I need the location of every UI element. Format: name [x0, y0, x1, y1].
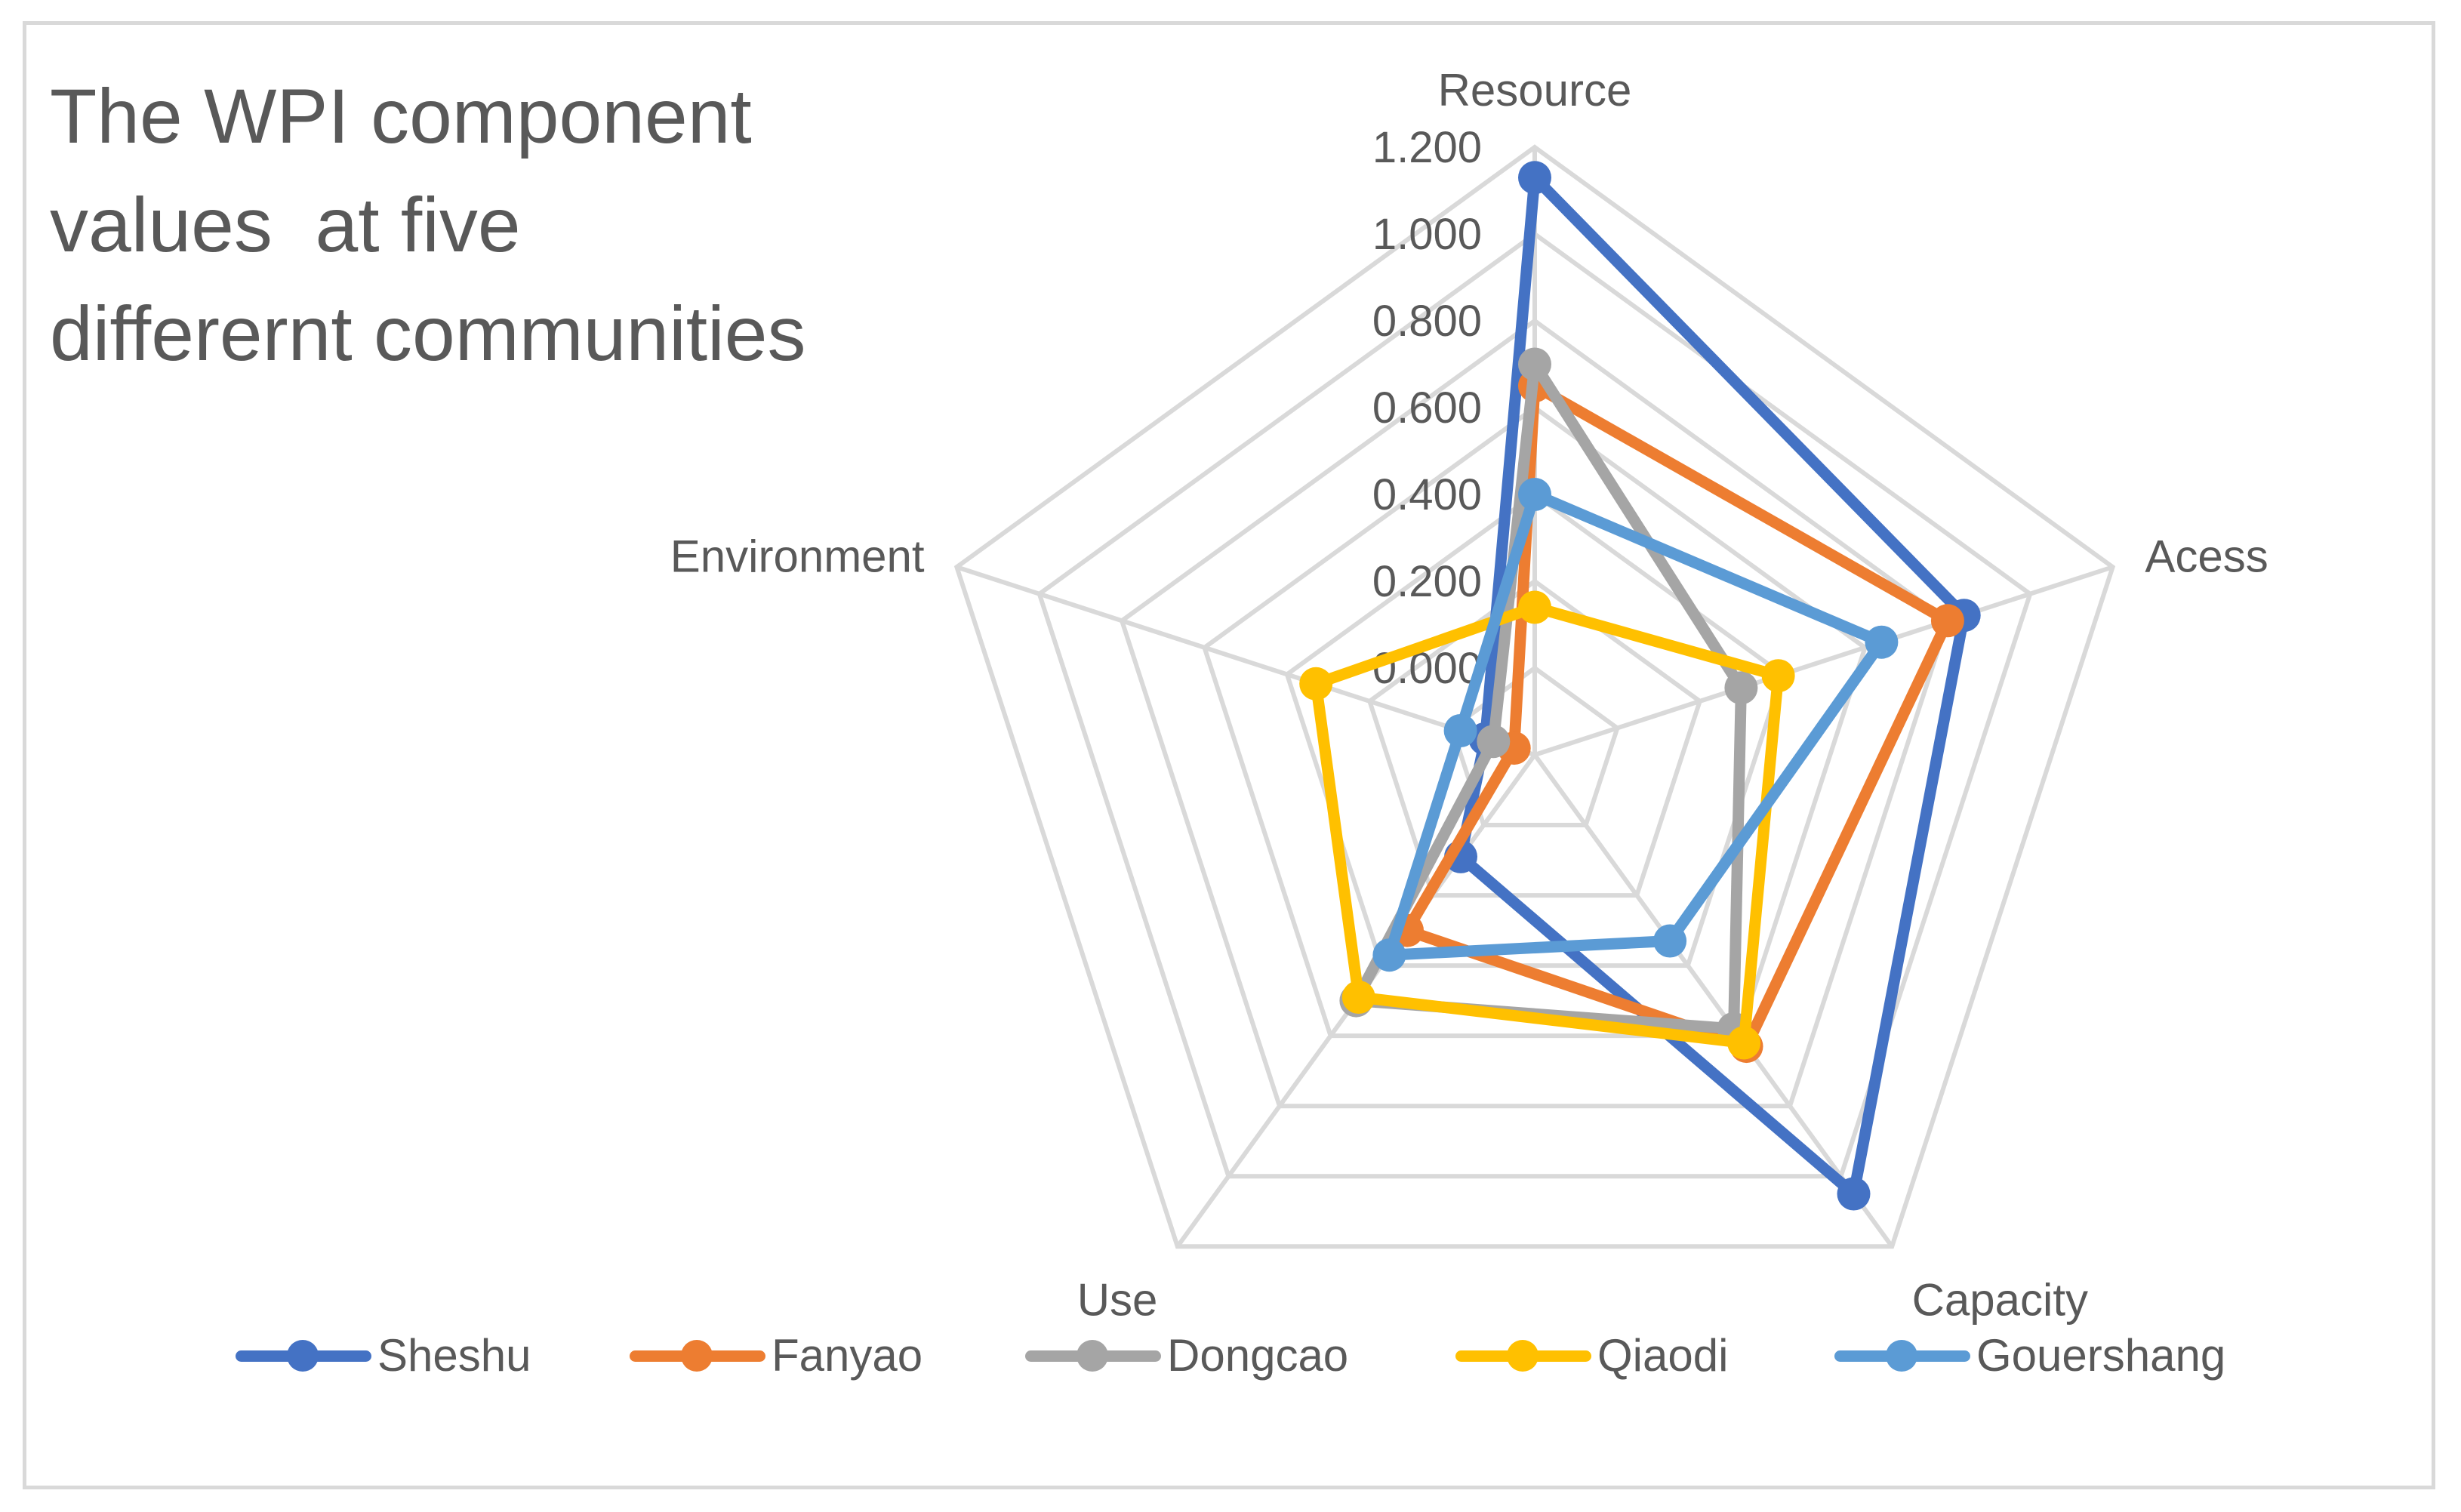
- radar-grid: [953, 144, 2116, 1249]
- point-dongcao-environment: [1477, 725, 1511, 759]
- category-label-use: Use: [1077, 1275, 1158, 1326]
- spoke-4: [956, 565, 1535, 757]
- spoke-2: [1532, 753, 1894, 1249]
- series-qiaodi: [1299, 590, 1795, 1060]
- point-gouershang-use: [1372, 938, 1406, 972]
- spoke-1: [1534, 565, 2114, 757]
- legend-item-fanyao: Fanyao: [630, 1310, 922, 1400]
- legend-item-gouershang: Gouershang: [1834, 1310, 2225, 1400]
- series-line-gouershang: [1383, 488, 1887, 961]
- series-line-fanyao: [1401, 380, 1954, 1052]
- point-dongcao-resource: [1518, 347, 1551, 381]
- legend-label-gouershang: Gouershang: [1976, 1329, 2226, 1381]
- category-label-resource: Resource: [1438, 65, 1632, 115]
- legend-label-qiaodi: Qiaodi: [1597, 1329, 1729, 1381]
- series-line-qiaodi: [1310, 602, 1785, 1049]
- tick-label-3: 0.600: [1372, 383, 1482, 433]
- point-gouershang-environment: [1443, 714, 1477, 747]
- category-label-environment: Environment: [670, 531, 925, 581]
- series-layer: [1299, 161, 1981, 1211]
- point-gouershang-capacity: [1653, 924, 1687, 958]
- chart-title-line-2: values at five: [50, 182, 521, 268]
- point-qiaodi-resource: [1518, 590, 1551, 624]
- tick-label-0: 0.000: [1372, 644, 1482, 693]
- chart-legend: Sheshu Fanyao Dongcao Qiaodi Gouershang: [0, 1310, 2461, 1400]
- point-qiaodi-capacity: [1727, 1026, 1761, 1060]
- tick-label-6: 1.200: [1372, 123, 1482, 172]
- tick-label-4: 0.800: [1372, 297, 1482, 346]
- category-labels: Resource Acess Capacity Use Environment: [670, 65, 2268, 1326]
- legend-label-dongcao: Dongcao: [1167, 1329, 1349, 1381]
- point-qiaodi-environment: [1299, 667, 1333, 701]
- tick-label-5: 1.000: [1372, 210, 1482, 259]
- legend-item-qiaodi: Qiaodi: [1455, 1310, 1728, 1400]
- chart-title-line-3: differernt communities: [50, 291, 806, 377]
- legend-swatch-fanyao: [630, 1332, 765, 1378]
- legend-swatch-sheshu: [236, 1332, 371, 1378]
- legend-label-sheshu: Sheshu: [377, 1329, 531, 1381]
- point-dongcao-acess: [1724, 671, 1758, 705]
- grid-ring-3: [1284, 491, 1785, 968]
- chart-title: The WPI component values at five differe…: [50, 62, 1031, 388]
- point-gouershang-resource: [1518, 478, 1551, 511]
- legend-item-dongcao: Dongcao: [1025, 1310, 1348, 1400]
- point-qiaodi-use: [1341, 981, 1375, 1014]
- legend-item-sheshu: Sheshu: [236, 1310, 531, 1400]
- legend-swatch-gouershang: [1834, 1332, 1970, 1378]
- point-qiaodi-acess: [1761, 659, 1795, 693]
- point-sheshu-capacity: [1837, 1177, 1871, 1211]
- series-sheshu: [1444, 161, 1981, 1211]
- legend-swatch-dongcao: [1025, 1332, 1161, 1378]
- category-label-capacity: Capacity: [1912, 1275, 2088, 1326]
- point-fanyao-acess: [1930, 604, 1964, 638]
- category-label-acess: Acess: [2145, 531, 2268, 581]
- grid-ring-5: [1119, 318, 1951, 1109]
- series-gouershang: [1372, 478, 1899, 972]
- tick-label-1: 0.200: [1372, 557, 1482, 606]
- radial-axis-ticks: 0.000 0.200 0.400 0.600 0.800 1.000 1.200: [1372, 123, 1482, 693]
- grid-ring-6: [1036, 231, 2033, 1179]
- chart-title-line-1: The WPI component: [50, 73, 752, 159]
- point-gouershang-acess: [1865, 625, 1899, 659]
- tick-label-2: 0.400: [1372, 470, 1482, 519]
- point-sheshu-resource: [1518, 161, 1551, 195]
- grid-ring-7: [953, 144, 2116, 1249]
- grid-ring-2: [1366, 578, 1703, 898]
- legend-swatch-qiaodi: [1455, 1332, 1591, 1378]
- legend-label-fanyao: Fanyao: [772, 1329, 923, 1381]
